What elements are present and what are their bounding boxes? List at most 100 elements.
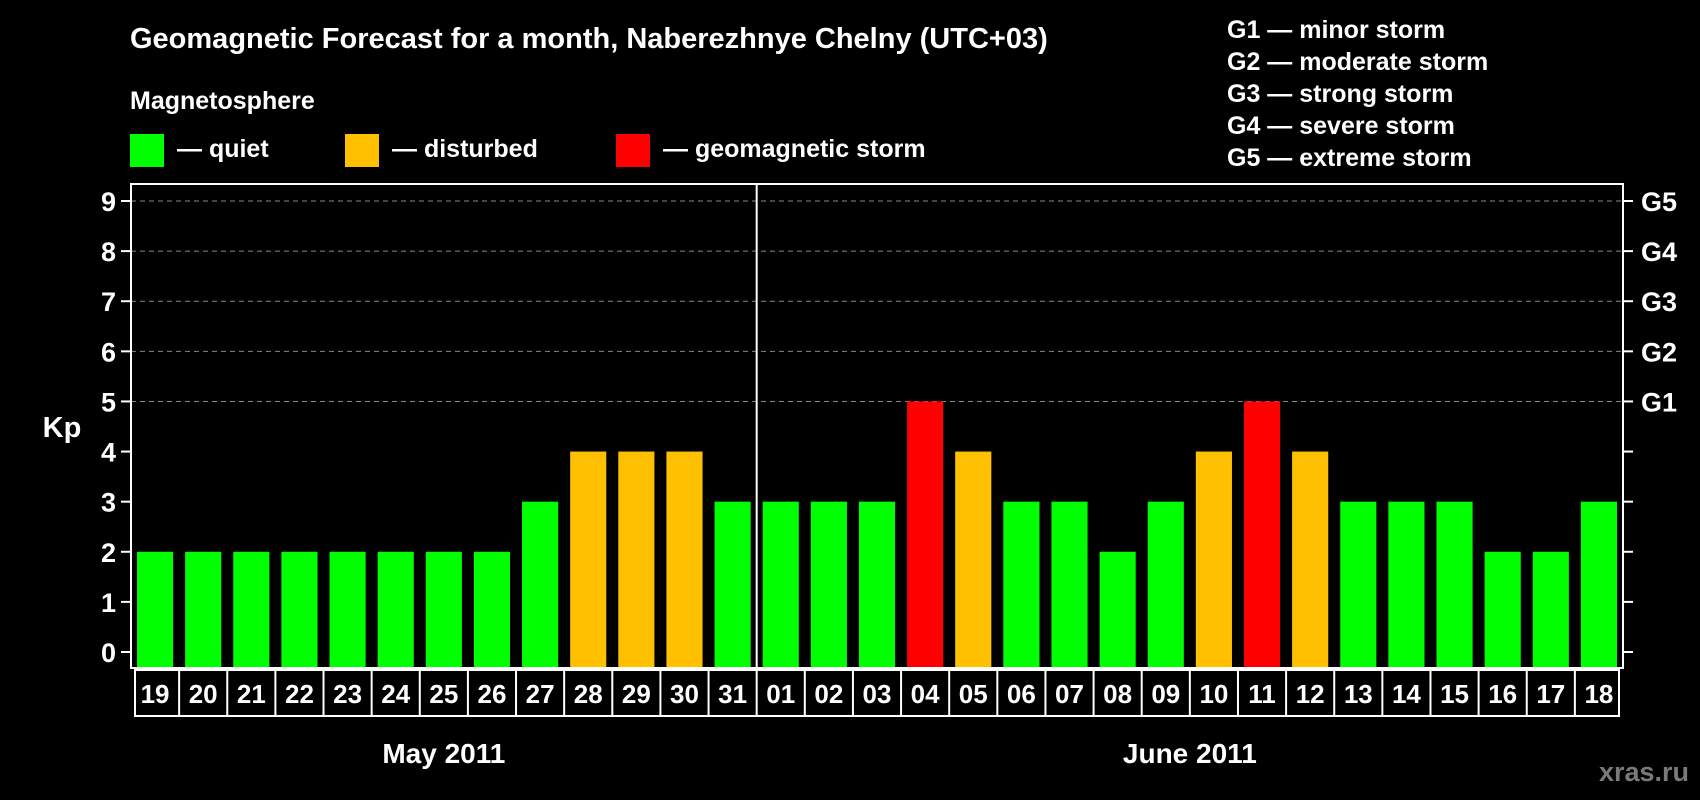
bar-13 (1340, 501, 1377, 668)
day-axis-box (134, 669, 1620, 717)
bar-27 (522, 501, 559, 668)
y-tick-label: 1 (101, 588, 116, 618)
bar-02 (810, 501, 847, 668)
legend-label-quiet: — quiet (177, 135, 269, 163)
bar-20 (185, 551, 222, 668)
storm-level-label: G4 (1641, 237, 1677, 267)
bar-11 (1243, 401, 1281, 668)
day-label: 31 (718, 679, 747, 709)
bar-05 (955, 451, 992, 668)
day-label: 05 (959, 679, 988, 709)
y-tick-label: 3 (101, 488, 116, 518)
storm-level-label: G3 (1641, 287, 1677, 317)
bar-31 (714, 501, 751, 668)
storm-scale-item: G2 — moderate storm (1227, 48, 1488, 76)
storm-level-label: G5 (1641, 187, 1677, 217)
bar-26 (473, 551, 511, 668)
day-label: 16 (1488, 679, 1517, 709)
month-label: June 2011 (1123, 738, 1257, 769)
storm-level-label: G2 (1641, 337, 1677, 367)
month-label: May 2011 (382, 738, 505, 769)
y-tick-label: 8 (101, 237, 116, 267)
bar-28 (570, 451, 607, 668)
legend-label-disturbed: — disturbed (392, 135, 538, 163)
day-axis: 19 20 21 22 23 24 25 26 27 28 29 30 31 01 02 03 04 05 06 07… (134, 669, 1620, 717)
y-tick-label: 2 (101, 538, 116, 568)
legend-label-storm: — geomagnetic storm (663, 135, 926, 163)
day-label: 12 (1296, 679, 1325, 709)
bar-04 (907, 401, 944, 668)
day-label: 18 (1584, 679, 1613, 709)
day-label: 02 (814, 679, 843, 709)
day-label: 17 (1536, 679, 1565, 709)
day-label: 29 (622, 679, 651, 709)
bar-17 (1532, 551, 1569, 668)
bar-29 (618, 451, 655, 668)
y-tick-label: 7 (101, 287, 116, 317)
bar-06 (1003, 501, 1040, 668)
bar-30 (666, 451, 703, 668)
y-axis: 0 1 2 3 4 5 6 7 8 9 (101, 187, 131, 668)
bar-22 (281, 551, 318, 668)
bar-16 (1484, 551, 1521, 668)
y-tick-label: 0 (101, 638, 116, 668)
legend: — quiet — disturbed — geomagnetic storm (130, 134, 926, 167)
legend-swatch-storm (616, 134, 650, 167)
watermark-text: xras.ru (1599, 757, 1689, 787)
bar-01 (762, 501, 799, 668)
storm-scale-item: G1 — minor storm (1227, 16, 1445, 44)
bar-03 (858, 501, 896, 668)
day-label: 14 (1392, 679, 1421, 709)
day-label: 25 (429, 679, 458, 709)
day-label: 27 (526, 679, 555, 709)
bars (137, 401, 1617, 668)
plot-border (130, 183, 1624, 669)
day-label: 01 (766, 679, 795, 709)
legend-title: Magnetosphere (130, 87, 315, 115)
day-label: 28 (574, 679, 603, 709)
chart-title: Geomagnetic Forecast for a month, Nabere… (130, 23, 1048, 55)
bar-14 (1388, 501, 1425, 668)
day-label: 09 (1151, 679, 1180, 709)
legend-swatch-disturbed (345, 134, 379, 167)
day-label: 06 (1007, 679, 1036, 709)
bar-18 (1580, 501, 1617, 668)
y-tick-label: 5 (101, 387, 116, 417)
storm-level-label: G1 (1641, 387, 1677, 417)
y-axis-label: Kp (43, 412, 82, 444)
bar-19 (137, 551, 174, 668)
day-label: 21 (237, 679, 266, 709)
bar-08 (1099, 551, 1136, 668)
bar-24 (377, 551, 414, 668)
month-labels: May 2011 June 2011 (382, 738, 1256, 769)
day-label: 23 (333, 679, 362, 709)
day-label: 04 (911, 679, 940, 709)
day-label: 30 (670, 679, 699, 709)
plot-frame (130, 183, 1624, 669)
y-tick-label: 9 (101, 187, 116, 217)
storm-scale-item: G4 — severe storm (1227, 112, 1455, 140)
storm-scale-item: G5 — extreme storm (1227, 144, 1472, 172)
bar-12 (1292, 451, 1329, 668)
bar-23 (329, 551, 366, 668)
storm-scale-item: G3 — strong storm (1227, 80, 1453, 108)
y-tick-label: 6 (101, 337, 116, 367)
day-label: 24 (381, 679, 410, 709)
day-label: 03 (863, 679, 892, 709)
bar-09 (1147, 501, 1184, 668)
storm-scale-list: G1 — minor storm G2 — moderate storm G3 — … (1227, 16, 1488, 172)
bar-25 (425, 551, 462, 668)
bar-15 (1436, 501, 1473, 668)
day-label: 08 (1103, 679, 1132, 709)
storm-axis: G1 G2 G3 G4 G5 (1623, 187, 1677, 653)
day-label: 15 (1440, 679, 1469, 709)
day-label: 20 (189, 679, 218, 709)
day-label: 10 (1199, 679, 1228, 709)
day-label: 22 (285, 679, 314, 709)
day-label: 11 (1248, 679, 1276, 709)
grid-lines (131, 200, 1623, 402)
day-label: 07 (1055, 679, 1084, 709)
day-label: 26 (478, 679, 507, 709)
bar-21 (233, 551, 270, 668)
